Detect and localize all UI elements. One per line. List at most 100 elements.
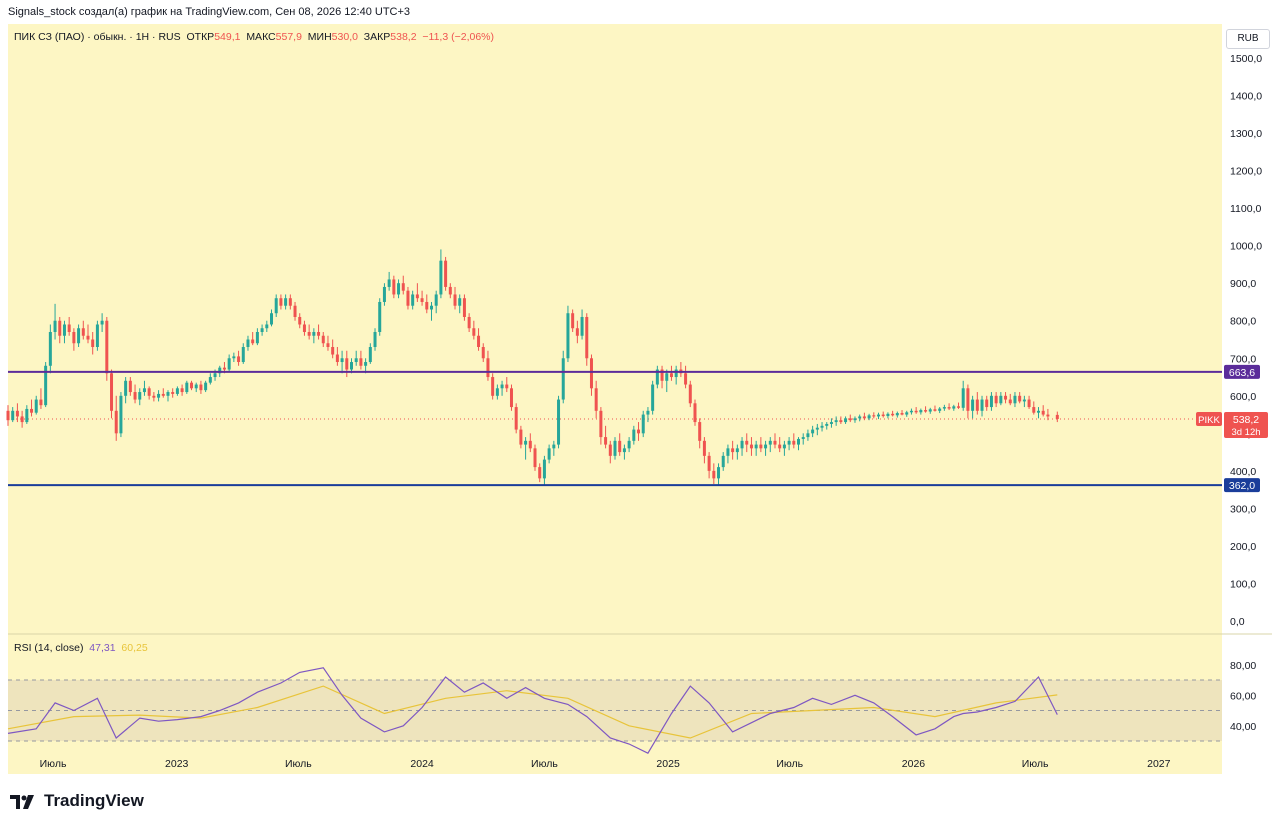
time-tick-label: 2024 xyxy=(410,758,434,770)
candle-body xyxy=(1032,407,1036,413)
candle-body xyxy=(142,388,146,393)
candle-body xyxy=(335,354,339,363)
candle-body xyxy=(975,399,979,411)
price-tick-label: 1200,0 xyxy=(1230,166,1262,178)
time-tick-label: Июль xyxy=(776,758,803,770)
candle-body xyxy=(848,418,852,421)
candle-body xyxy=(241,347,245,363)
candle-body xyxy=(712,470,716,479)
candle-body xyxy=(401,283,405,291)
candle-body xyxy=(392,279,396,295)
candle-body xyxy=(909,410,913,413)
candle-body xyxy=(604,437,608,445)
high-value: 557,9 xyxy=(275,31,302,43)
candle-body xyxy=(509,388,513,408)
candle-body xyxy=(792,440,796,445)
candle-body xyxy=(114,410,118,434)
candle-body xyxy=(237,356,241,363)
candle-body xyxy=(660,369,664,381)
candle-body xyxy=(928,409,932,412)
candle-body xyxy=(891,413,895,416)
time-tick-label: 2025 xyxy=(656,758,680,770)
candle-body xyxy=(867,415,871,419)
candle-body xyxy=(147,388,151,396)
candle-body xyxy=(971,399,975,411)
candle-body xyxy=(735,448,739,453)
candle-body xyxy=(905,412,909,415)
change-value: −11,3 (−2,06%) xyxy=(422,31,494,43)
candle-body xyxy=(1055,414,1059,419)
support-label: 362,0 xyxy=(1229,480,1255,492)
price-tick-label: 300,0 xyxy=(1230,503,1256,515)
candle-body xyxy=(429,305,433,310)
candle-body xyxy=(797,438,801,445)
candle-body xyxy=(222,367,226,370)
candle-body xyxy=(302,324,306,332)
candle-body xyxy=(166,392,170,396)
candle-body xyxy=(839,420,843,423)
candle-body xyxy=(853,418,857,421)
time-tick-label: 2027 xyxy=(1147,758,1171,770)
candle-body xyxy=(227,358,231,370)
candle-body xyxy=(72,331,76,344)
resistance-label: 663,6 xyxy=(1229,367,1255,379)
candle-body xyxy=(622,448,626,453)
candle-body xyxy=(895,413,899,416)
candle-body xyxy=(900,413,904,415)
candle-body xyxy=(533,448,537,468)
resistance-label-bg xyxy=(1224,364,1260,379)
candle-body xyxy=(514,407,518,430)
tradingview-logo[interactable]: TradingView xyxy=(10,791,144,811)
candle-body xyxy=(448,286,452,295)
candle-body xyxy=(213,373,217,378)
candle-body xyxy=(1013,395,1017,404)
high-label: МАКС xyxy=(246,31,276,43)
currency-button[interactable]: RUB xyxy=(1226,29,1270,49)
candle-body xyxy=(62,324,66,336)
price-axis[interactable] xyxy=(1222,24,1272,774)
candle-body xyxy=(740,440,744,449)
candle-body xyxy=(312,331,316,336)
candle-body xyxy=(571,313,575,329)
candle-body xyxy=(124,380,128,396)
last-price-label: 538,2 xyxy=(1233,414,1259,426)
candle-body xyxy=(359,358,363,366)
candle-body xyxy=(834,420,838,423)
candle-body xyxy=(180,388,184,393)
candle-body xyxy=(721,455,725,468)
candle-body xyxy=(542,459,546,479)
candle-body xyxy=(589,358,593,389)
candle-body xyxy=(91,339,95,348)
candle-body xyxy=(481,347,485,359)
candle-body xyxy=(326,343,330,348)
candle-body xyxy=(185,382,189,393)
candle-body xyxy=(420,298,424,302)
brand-text: TradingView xyxy=(44,791,144,810)
price-tick-label: 200,0 xyxy=(1230,541,1256,553)
candle-body xyxy=(669,373,673,378)
candle-body xyxy=(862,416,866,419)
rsi-band xyxy=(8,680,1222,741)
time-tick-label: Июль xyxy=(40,758,67,770)
candle-body xyxy=(674,369,678,378)
candle-body xyxy=(288,298,292,306)
candle-body xyxy=(872,415,876,417)
candle-body xyxy=(632,429,636,441)
candle-body xyxy=(86,335,90,340)
tradingview-logo-icon xyxy=(10,794,38,809)
price-tick-label: 1100,0 xyxy=(1230,203,1261,215)
candle-body xyxy=(218,367,222,374)
candle-body xyxy=(1022,399,1026,402)
candle-body xyxy=(81,328,85,336)
candle-body xyxy=(486,358,490,378)
candle-body xyxy=(985,399,989,408)
candle-body xyxy=(938,408,942,411)
candle-body xyxy=(444,260,448,287)
candle-body xyxy=(754,444,758,449)
candle-body xyxy=(749,444,753,449)
candle-body xyxy=(627,440,631,449)
candle-body xyxy=(133,392,137,400)
candle-body xyxy=(557,399,561,445)
candle-body xyxy=(119,395,123,434)
candle-body xyxy=(15,410,19,417)
